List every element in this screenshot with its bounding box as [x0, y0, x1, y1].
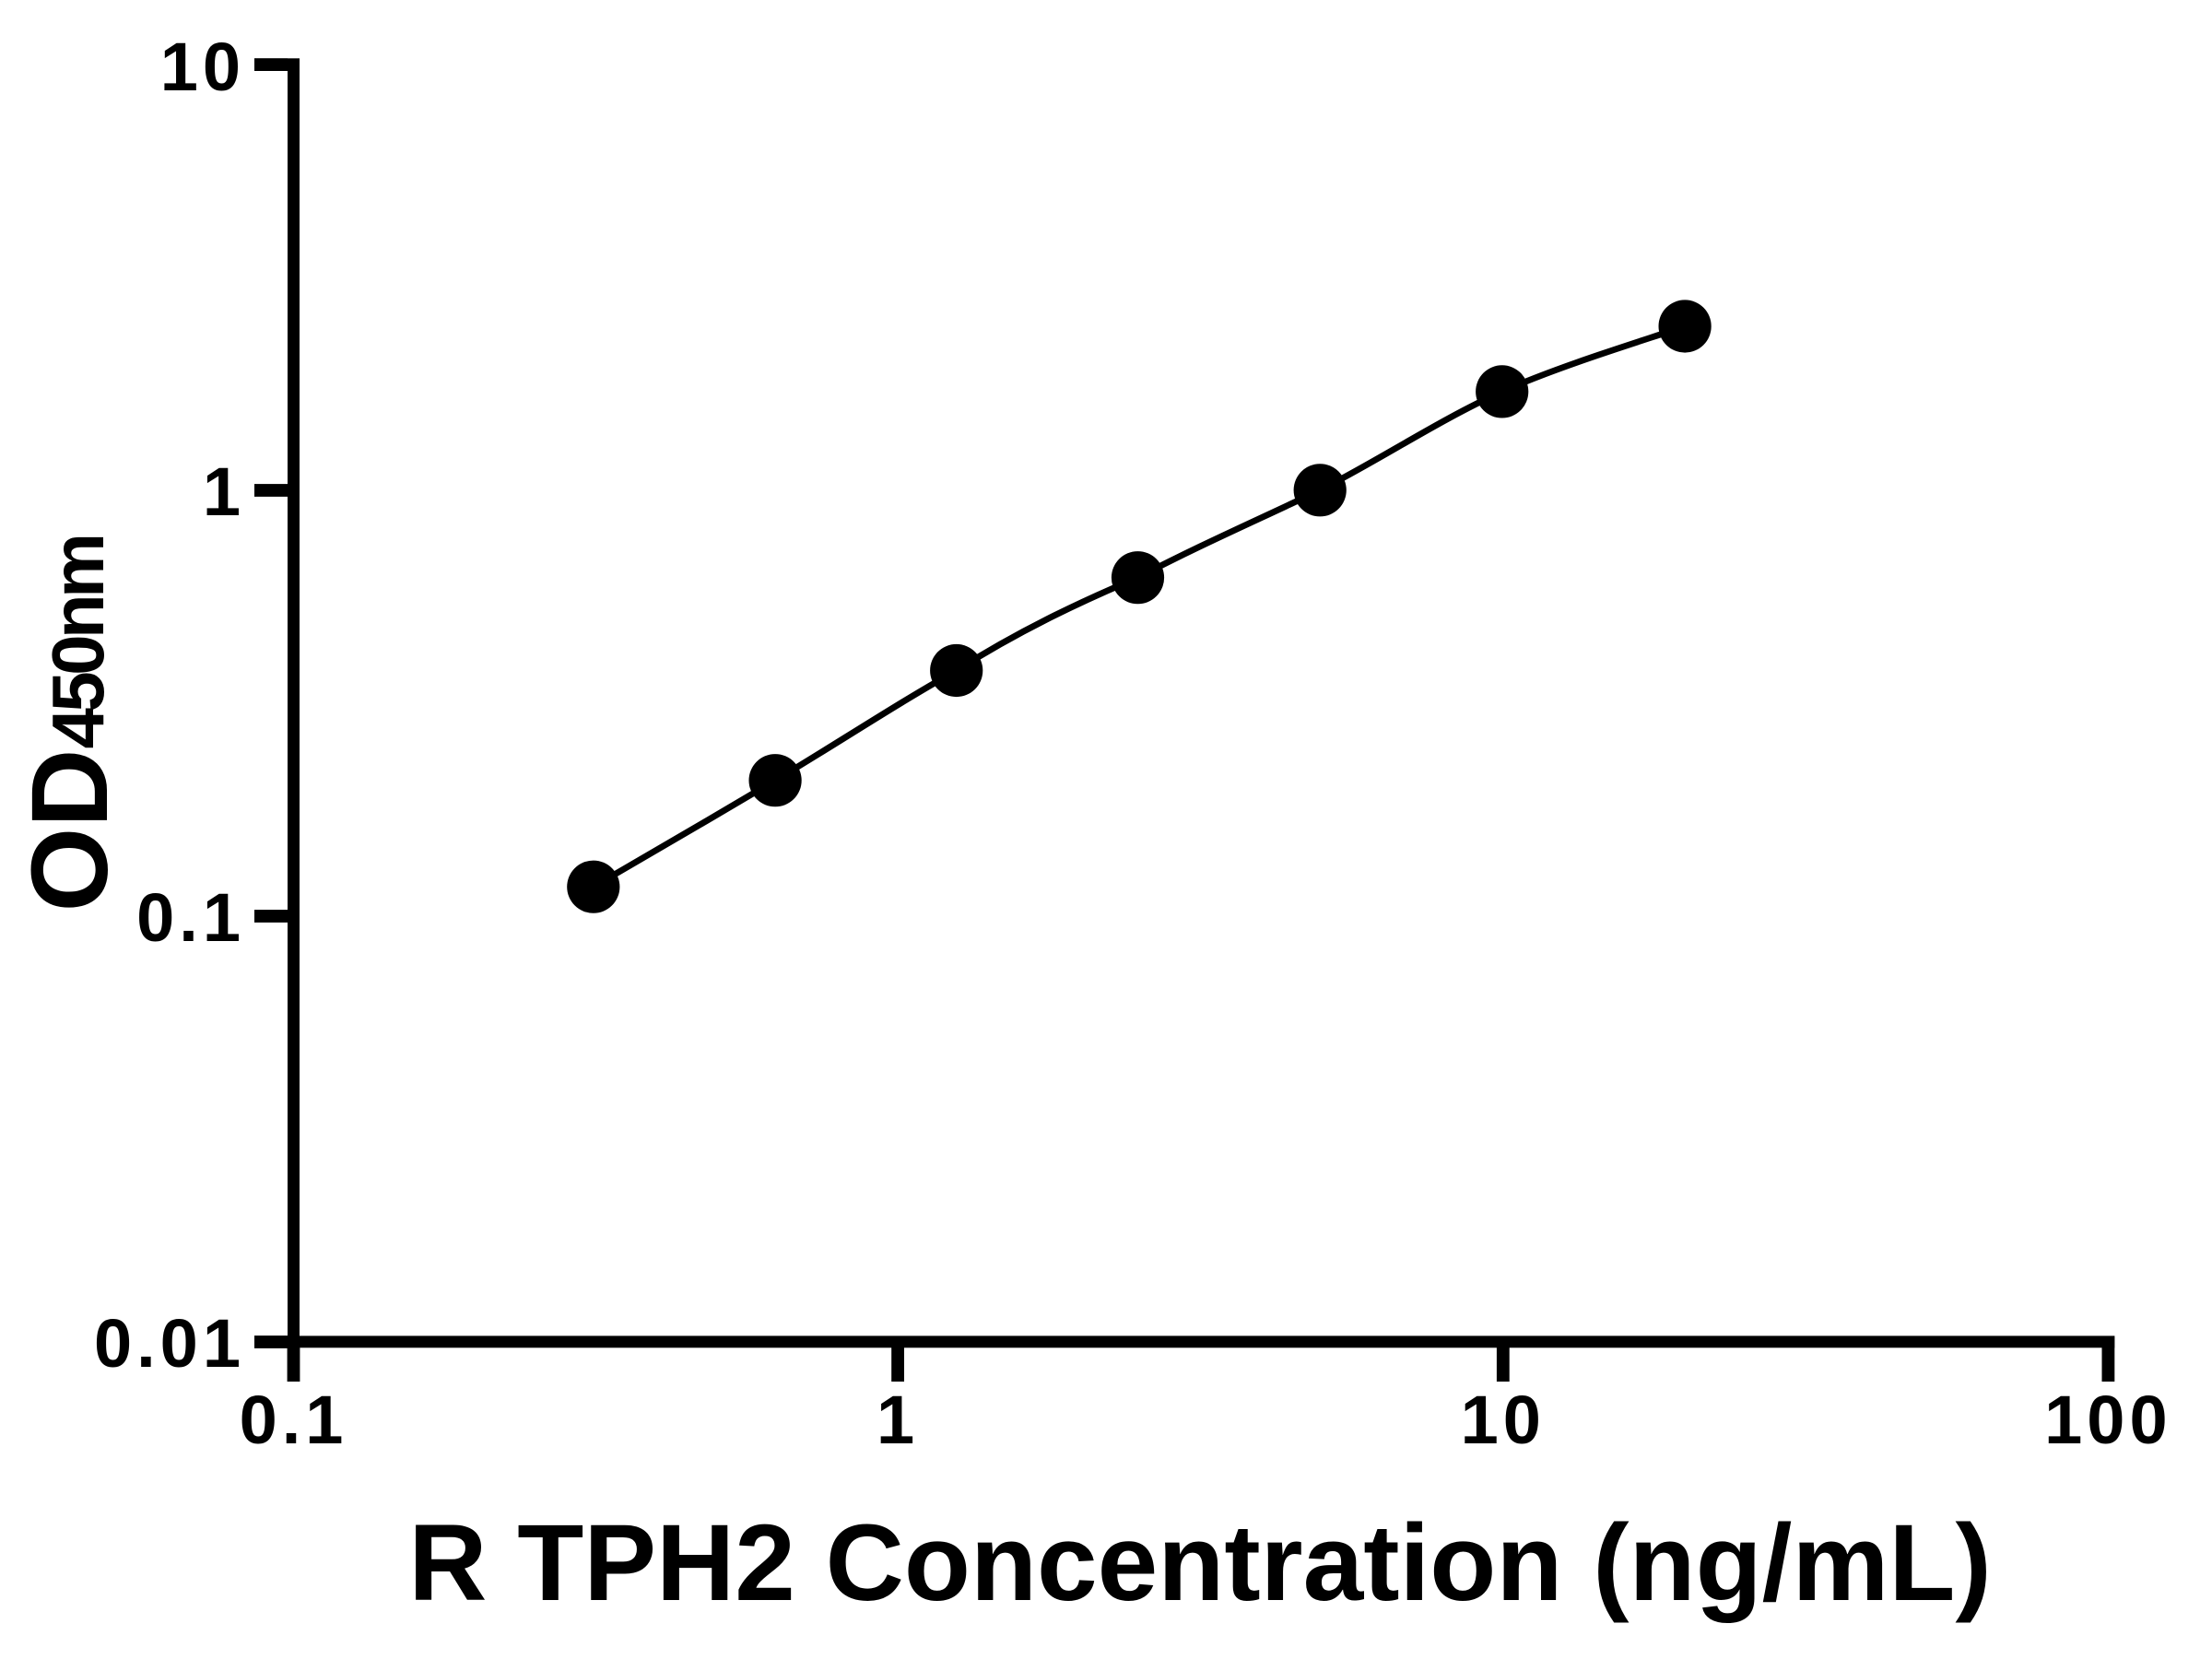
- svg-text:100: 100: [2044, 1382, 2171, 1458]
- svg-text:R TPH2 Concentration (ng/mL): R TPH2 Concentration (ng/mL): [408, 1502, 1992, 1624]
- svg-text:1: 1: [877, 1382, 919, 1458]
- svg-text:0.1: 0.1: [240, 1382, 348, 1458]
- svg-text:OD450nm: OD450nm: [9, 536, 131, 912]
- svg-text:10: 10: [160, 29, 245, 105]
- svg-text:0.01: 0.01: [94, 1305, 245, 1382]
- svg-text:10: 10: [1461, 1382, 1546, 1458]
- svg-text:1: 1: [203, 453, 245, 530]
- svg-text:0.1: 0.1: [136, 879, 245, 956]
